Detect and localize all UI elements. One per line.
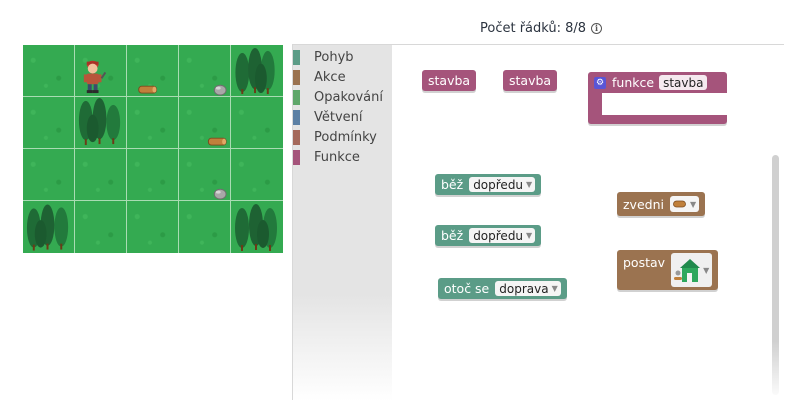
category-color-swatch bbox=[293, 149, 300, 165]
category-color-swatch bbox=[293, 49, 300, 65]
wood-log-icon bbox=[673, 200, 686, 208]
turn-keyword: otoč se bbox=[444, 281, 490, 296]
board-cell bbox=[127, 149, 179, 201]
category-color-swatch bbox=[293, 69, 300, 85]
function-keyword: funkce bbox=[612, 75, 655, 90]
game-board bbox=[23, 45, 283, 253]
toolbox-category-conditions[interactable]: Podmínky bbox=[293, 127, 392, 147]
turn-block[interactable]: otoč se doprava ▼ bbox=[438, 278, 567, 299]
house-icon bbox=[674, 259, 701, 282]
gear-icon[interactable]: ⚙ bbox=[594, 76, 606, 89]
move-block[interactable]: běž dopředu ▼ bbox=[435, 225, 542, 246]
board-cell bbox=[23, 201, 75, 253]
board-cell bbox=[231, 97, 283, 149]
move-keyword: běž bbox=[441, 228, 464, 243]
dropdown-arrow-icon: ▼ bbox=[703, 265, 710, 275]
board-cell bbox=[231, 149, 283, 201]
board-cell bbox=[23, 97, 75, 149]
board-cell bbox=[179, 97, 231, 149]
line-count-header: Počet řádků: 8/8 i bbox=[480, 19, 603, 37]
forest-icon bbox=[235, 204, 277, 251]
category-color-swatch bbox=[293, 109, 300, 125]
category-color-swatch bbox=[293, 129, 300, 145]
board-cell bbox=[75, 149, 127, 201]
item-dropdown[interactable]: ▼ bbox=[669, 196, 700, 212]
block-canvas[interactable]: stavba stavba ⚙ funkce stavba běž dopřed… bbox=[392, 45, 784, 400]
forest-icon bbox=[78, 97, 121, 146]
board-cell bbox=[231, 45, 283, 97]
function-call-block[interactable]: stavba bbox=[503, 70, 558, 91]
toolbox-category-label: Větvení bbox=[314, 109, 363, 125]
build-block[interactable]: postav ▼ bbox=[617, 250, 719, 290]
stone-icon bbox=[213, 188, 227, 200]
board-cell bbox=[23, 149, 75, 201]
forest-icon bbox=[235, 47, 275, 95]
turn-direction-dropdown[interactable]: doprava ▼ bbox=[495, 281, 561, 296]
board-cell bbox=[231, 201, 283, 253]
function-call-block[interactable]: stavba bbox=[422, 70, 477, 91]
toolbox-category-functions[interactable]: Funkce bbox=[293, 147, 392, 167]
function-definition-block[interactable]: ⚙ funkce stavba bbox=[588, 72, 727, 124]
toolbox-category-label: Funkce bbox=[314, 149, 360, 165]
pickup-block[interactable]: zvedni ▼ bbox=[617, 192, 706, 216]
board-cell bbox=[75, 201, 127, 253]
board-cell bbox=[75, 45, 127, 97]
toolbox-category-repeat[interactable]: Opakování bbox=[293, 87, 392, 107]
move-block[interactable]: běž dopředu ▼ bbox=[435, 174, 542, 195]
block-toolbox: Pohyb Akce Opakování Větvení Podmínky bbox=[293, 45, 392, 400]
vertical-scrollbar[interactable] bbox=[772, 155, 779, 395]
dropdown-arrow-icon: ▼ bbox=[526, 231, 533, 240]
dropdown-arrow-icon: ▼ bbox=[551, 284, 558, 293]
toolbox-category-label: Pohyb bbox=[314, 49, 354, 65]
board-cell bbox=[179, 149, 231, 201]
dropdown-arrow-icon: ▼ bbox=[689, 199, 697, 209]
move-keyword: běž bbox=[441, 177, 464, 192]
function-call-label: stavba bbox=[428, 73, 471, 88]
toolbox-category-branching[interactable]: Větvení bbox=[293, 107, 392, 127]
robot-character-icon bbox=[83, 60, 107, 94]
toolbox-category-movement[interactable]: Pohyb bbox=[293, 47, 392, 67]
code-workspace[interactable]: Pohyb Akce Opakování Větvení Podmínky bbox=[292, 44, 784, 400]
board-cell bbox=[179, 45, 231, 97]
direction-dropdown[interactable]: dopředu ▼ bbox=[469, 177, 536, 192]
dropdown-arrow-icon: ▼ bbox=[526, 180, 533, 189]
info-icon[interactable]: i bbox=[591, 22, 603, 34]
toolbox-category-label: Podmínky bbox=[314, 129, 377, 145]
pickup-keyword: zvedni bbox=[623, 196, 664, 212]
forest-icon bbox=[26, 204, 69, 251]
line-count-text: Počet řádků: 8/8 bbox=[480, 20, 587, 36]
turn-direction-value: doprava bbox=[499, 281, 549, 296]
function-name-field[interactable]: stavba bbox=[659, 75, 708, 90]
wood-log-icon bbox=[138, 85, 157, 94]
toolbox-category-action[interactable]: Akce bbox=[293, 67, 392, 87]
board-cell bbox=[127, 97, 179, 149]
build-keyword: postav bbox=[623, 255, 666, 270]
board-cell bbox=[127, 45, 179, 97]
wood-log-icon bbox=[207, 137, 227, 146]
stone-icon bbox=[213, 84, 227, 96]
direction-dropdown[interactable]: dopředu ▼ bbox=[469, 228, 536, 243]
category-color-swatch bbox=[293, 89, 300, 105]
board-cell bbox=[23, 45, 75, 97]
direction-value: dopředu bbox=[473, 228, 524, 243]
function-call-label: stavba bbox=[509, 73, 552, 88]
building-dropdown[interactable]: ▼ bbox=[671, 253, 713, 287]
board-cell bbox=[75, 97, 127, 149]
board-cell bbox=[127, 201, 179, 253]
board-cell bbox=[179, 201, 231, 253]
direction-value: dopředu bbox=[473, 177, 524, 192]
toolbox-category-label: Akce bbox=[314, 69, 346, 85]
toolbox-category-label: Opakování bbox=[314, 89, 383, 105]
